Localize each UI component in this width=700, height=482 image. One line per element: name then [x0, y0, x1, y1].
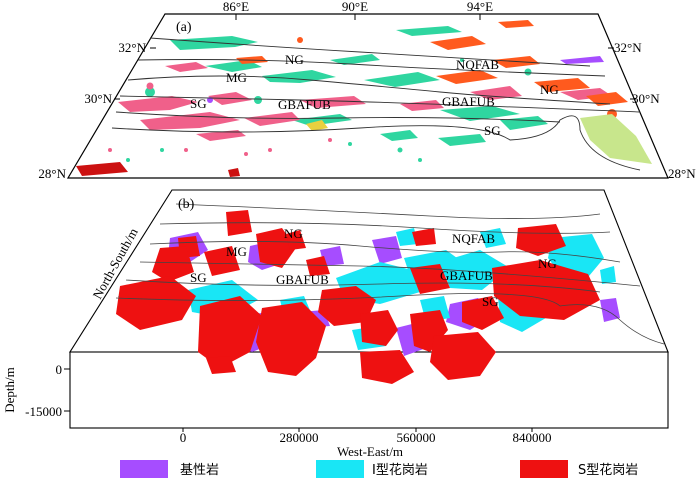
unit-label: NG — [540, 82, 559, 97]
we-tick-label: 560000 — [397, 430, 436, 445]
we-tick-label: 840000 — [513, 430, 552, 445]
we-axis-label: West-East/m — [337, 444, 403, 459]
lat-label-left: 28°N — [38, 166, 66, 181]
lat-label-left: 32°N — [118, 40, 146, 55]
legend: 基性岩 I型花岗岩 S型花岗岩 — [120, 460, 638, 478]
legend-swatch-mafic — [120, 460, 168, 478]
legend-item-s-granite: S型花岗岩 — [520, 460, 638, 478]
unit-label: GBAFUB — [442, 94, 495, 109]
unit-label: NG — [284, 226, 303, 241]
depth-tick-label: 0 — [56, 362, 63, 377]
unit-label: MG — [226, 244, 247, 259]
legend-label-s-granite: S型花岗岩 — [578, 462, 638, 478]
unit-label: MG — [226, 70, 247, 85]
model-bodies — [116, 210, 620, 384]
lon-tick-label: 94°E — [467, 0, 493, 14]
unit-label: NG — [285, 52, 304, 67]
we-tick-label: 280000 — [280, 430, 319, 445]
legend-label-mafic: 基性岩 — [180, 463, 219, 478]
we-tick-label: 0 — [180, 430, 187, 445]
unit-label: NQFAB — [452, 231, 495, 246]
unit-label: GBAFUB — [278, 97, 331, 112]
unit-label: SG — [482, 294, 499, 309]
lat-label-right: 30°N — [632, 91, 660, 106]
unit-label: SG — [190, 270, 207, 285]
legend-swatch-s-granite — [520, 460, 568, 478]
unit-label: NQFAB — [456, 57, 499, 72]
depth-axis-label: Depth/m — [2, 367, 17, 413]
depth-tick-label: -15000 — [25, 404, 62, 419]
unit-label: SG — [190, 96, 207, 111]
lon-tick-label: 90°E — [342, 0, 368, 14]
panel-a-label: (a) — [176, 20, 192, 35]
model-boundary-lines — [115, 203, 665, 345]
panel-a-map: (a) 86°E 90°E 94°E 32°N 30°N 28°N 32°N 3… — [38, 0, 696, 181]
panel-b-model: (b) North-South/m NG MG NQFAB SG GBAFUB … — [2, 189, 669, 459]
panel-b-label: (b) — [178, 197, 195, 212]
legend-label-i-granite: I型花岗岩 — [372, 462, 428, 478]
map-unit-labels: NG MG NQFAB SG GBAFUB GBAFUB NG SG — [190, 52, 559, 138]
model-unit-labels: NG MG NQFAB SG GBAFUB GBAFUB NG SG — [190, 226, 557, 309]
lat-label-right: 32°N — [614, 40, 642, 55]
unit-label: NG — [538, 256, 557, 271]
unit-label: SG — [484, 123, 501, 138]
depth-axis: 0 -15000 Depth/m — [2, 362, 70, 419]
unit-label: GBAFUB — [276, 272, 329, 287]
lat-label-left: 30°N — [84, 91, 112, 106]
lon-tick-label: 86°E — [223, 0, 249, 14]
unit-label: GBAFUB — [440, 268, 493, 283]
legend-item-i-granite: I型花岗岩 — [316, 460, 428, 478]
map-fault-lines — [111, 37, 641, 171]
legend-item-mafic: 基性岩 — [120, 460, 219, 478]
map-tick-marks — [114, 14, 636, 100]
lat-label-right: 28°N — [668, 166, 696, 181]
we-axis: 0 280000 560000 840000 West-East/m — [180, 428, 552, 459]
legend-swatch-i-granite — [316, 460, 364, 478]
map-units-fill — [76, 20, 652, 177]
